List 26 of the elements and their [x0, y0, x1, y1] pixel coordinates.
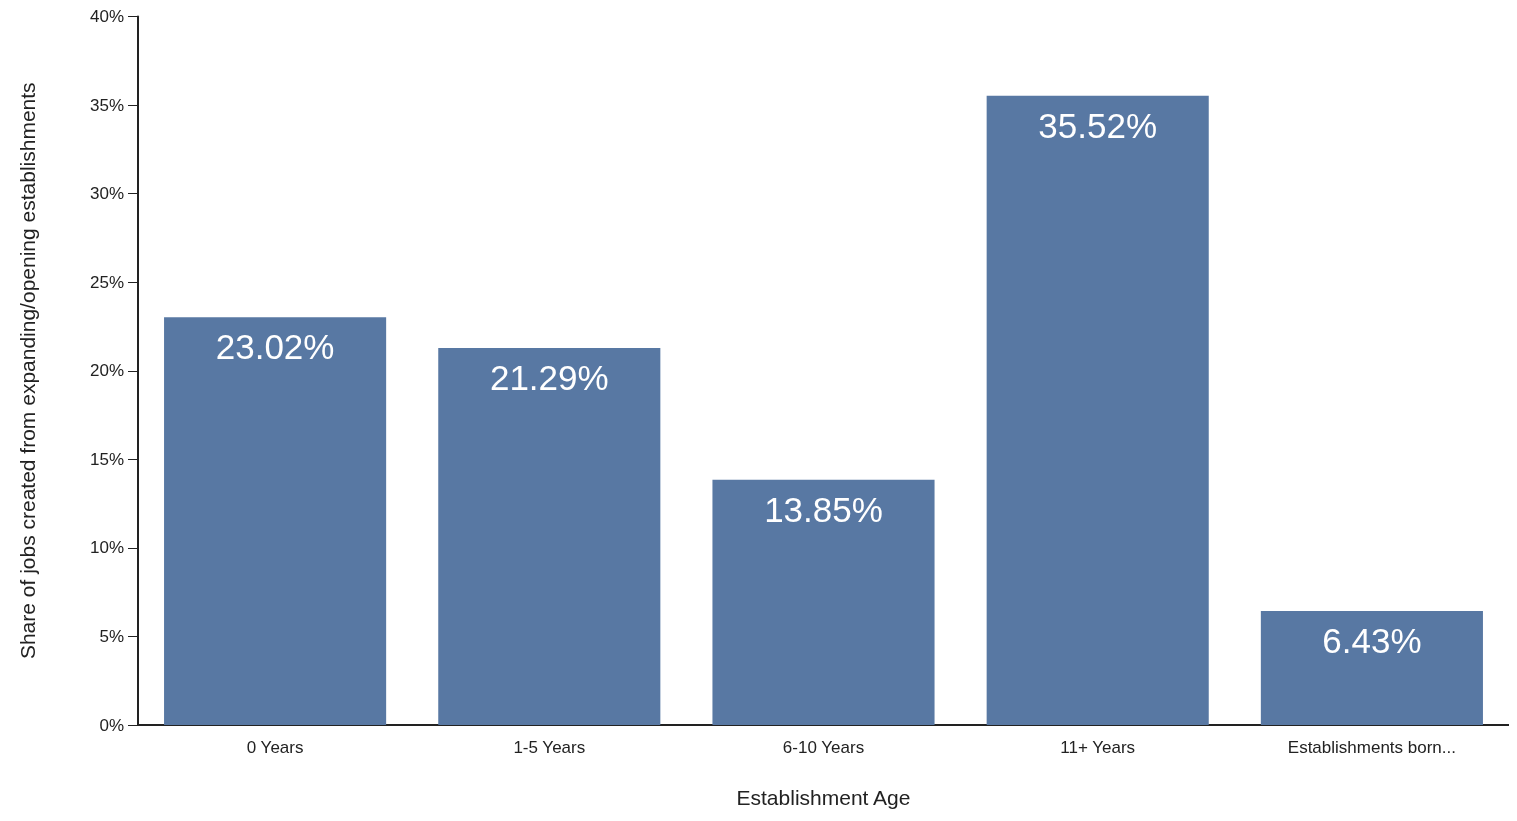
y-tick-label: 10%	[89, 538, 124, 558]
data-label: 21.29%	[489, 357, 609, 397]
bar	[438, 347, 661, 725]
x-tick-label: 1-5 Years	[513, 738, 586, 757]
y-axis-title: Share of jobs created from expanding/opening establishments	[16, 82, 39, 660]
x-tick-label: 0 Years	[246, 738, 304, 757]
x-tick-label: 6-10 Years	[782, 738, 865, 757]
y-tick-label: 35%	[89, 95, 124, 115]
x-tick-label: 11+ Years	[1060, 738, 1136, 757]
x-axis-title: Establishment Age	[736, 786, 911, 809]
x-tick-label: Establishments born...	[1287, 738, 1456, 757]
y-tick-label: 25%	[89, 272, 124, 292]
bar	[1260, 611, 1483, 725]
y-tick-label: 5%	[99, 626, 124, 646]
data-label: 35.52%	[1038, 105, 1158, 145]
data-label: 6.43%	[1322, 621, 1422, 661]
y-tick-label: 15%	[89, 449, 124, 469]
bar	[712, 479, 935, 725]
y-tick-label: 30%	[89, 184, 124, 204]
bar	[164, 317, 387, 725]
data-label: 23.02%	[215, 327, 335, 367]
bar	[986, 95, 1209, 725]
y-tick-label: 20%	[89, 361, 124, 381]
y-tick-label: 0%	[99, 715, 124, 735]
y-tick-label: 40%	[89, 7, 124, 26]
data-label: 13.85%	[764, 489, 883, 529]
